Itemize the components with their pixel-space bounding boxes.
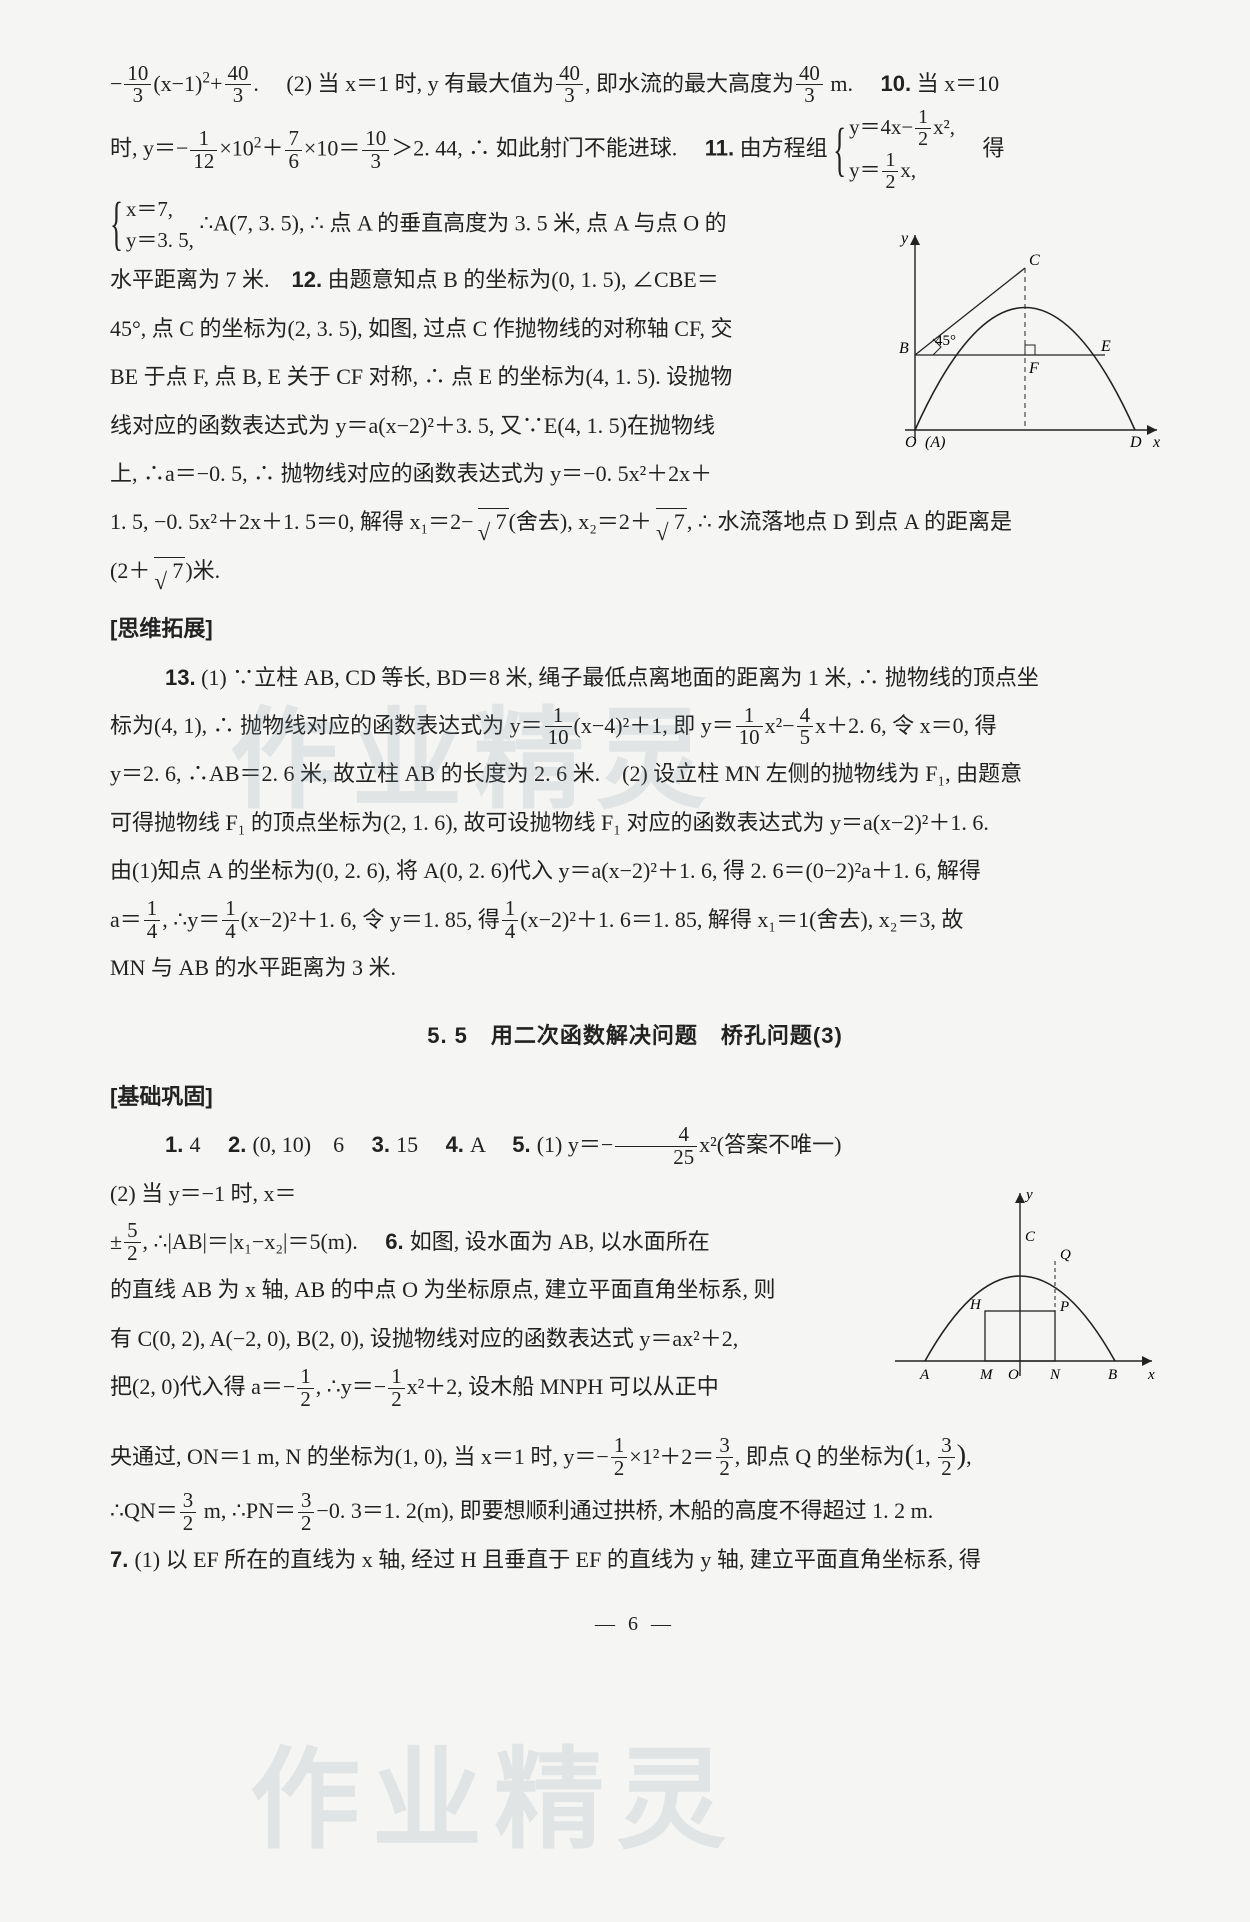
bt-line2: ±52, ∴|AB|＝|x₁−x₂|＝5(m). 6. 如图, 设水面为 AB,… bbox=[110, 1218, 870, 1266]
svg-text:H: H bbox=[969, 1297, 982, 1313]
figure-1-wrap: O (A) D x y B E C F 45° bbox=[875, 225, 1165, 492]
line-top-2: 时, y＝−112×102＋76×10＝103＞2. 44, ∴ 如此射门不能进… bbox=[110, 108, 1160, 193]
svg-text:x: x bbox=[1152, 434, 1160, 451]
q13-line6: a＝14, ∴y＝14(x−2)²＋1. 6, 令 y＝1. 85, 得14(x… bbox=[110, 896, 1160, 944]
system-1: y＝4x−12x², y＝12x, bbox=[833, 108, 955, 193]
svg-text:y: y bbox=[899, 230, 909, 247]
bt-p6d: 把(2, 0)代入得 a＝−12, ∴y＝−12x²＋2, 设木船 MNPH 可… bbox=[110, 1363, 870, 1411]
q13-line5: 由(1)知点 A 的坐标为(0, 2. 6), 将 A(0, 2. 6)代入 y… bbox=[110, 847, 1160, 895]
figure-1: O (A) D x y B E C F 45° bbox=[875, 225, 1165, 475]
svg-text:(A): (A) bbox=[925, 434, 945, 451]
svg-text:B: B bbox=[1108, 1367, 1117, 1383]
q13-line3: y＝2. 6, ∴AB＝2. 6 米, 故立柱 AB 的长度为 2. 6 米. … bbox=[110, 750, 1160, 798]
p12ij: (2＋7)米. bbox=[110, 547, 1160, 595]
line-top-3b: 水平距离为 7 米. 12. 由题意知点 B 的坐标为(0, 1. 5), ∠C… bbox=[110, 256, 830, 304]
svg-text:C: C bbox=[1025, 1229, 1036, 1245]
p12fgh: 1. 5, −0. 5x²＋2x＋1. 5＝0, 解得 x₁＝2−7(舍去), … bbox=[110, 498, 1160, 546]
bt-line1: 1. 4 2. (0, 10) 6 3. 15 4. A 5. (1) y＝−4… bbox=[110, 1121, 870, 1218]
jichu-heading: [基础巩固] bbox=[110, 1073, 1160, 1121]
figure-2-wrap: x y A B C M O N H P Q bbox=[880, 1181, 1160, 1418]
svg-text:A: A bbox=[919, 1367, 930, 1383]
q13-line2: 标为(4, 1), ∴ 抛物线对应的函数表达式为 y＝110(x−4)²＋1, … bbox=[110, 702, 1160, 750]
page: 作业精灵 作业精灵 O (A) D x y bbox=[0, 0, 1250, 1846]
svg-text:O: O bbox=[905, 434, 917, 451]
bt-q7: 7. (1) 以 EF 所在的直线为 x 轴, 经过 H 且垂直于 EF 的直线… bbox=[110, 1536, 1160, 1584]
line-top-1: −103(x−1)2+403. (2) 当 x＝1 时, y 有最大值为403,… bbox=[110, 60, 1160, 108]
svg-text:B: B bbox=[899, 340, 909, 357]
bt-p6g: 央通过, ON＝1 m, N 的坐标为(1, 0), 当 x＝1 时, y＝−1… bbox=[110, 1425, 1160, 1488]
svg-text:x: x bbox=[1147, 1367, 1155, 1383]
p12e: 上, ∴a＝−0. 5, ∴ 抛物线对应的函数表达式为 y＝−0. 5x²＋2x… bbox=[110, 450, 830, 498]
figure-2: x y A B C M O N H P Q bbox=[880, 1181, 1160, 1401]
bt-p6b: 的直线 AB 为 x 轴, AB 的中点 O 为坐标原点, 建立平面直角坐标系,… bbox=[110, 1266, 870, 1314]
svg-text:N: N bbox=[1049, 1367, 1061, 1383]
system-2: x＝7, y＝3. 5, bbox=[110, 194, 194, 257]
q13-line4: 可得抛物线 F₁ 的顶点坐标为(2, 1. 6), 故可设抛物线 F₁ 对应的函… bbox=[110, 799, 1160, 847]
p12b: 45°, 点 C 的坐标为(2, 3. 5), 如图, 过点 C 作抛物线的对称… bbox=[110, 305, 830, 353]
q13-line1: 13. (1) ∵立柱 AB, CD 等长, BD＝8 米, 绳子最低点离地面的… bbox=[110, 654, 1160, 702]
section-5-5-heading: 5. 5 用二次函数解决问题 桥孔问题(3) bbox=[110, 1012, 1160, 1060]
svg-text:C: C bbox=[1029, 252, 1040, 269]
q13-line7: MN 与 AB 的水平距离为 3 米. bbox=[110, 944, 1160, 992]
svg-text:O: O bbox=[1008, 1367, 1019, 1383]
svg-text:y: y bbox=[1024, 1187, 1033, 1203]
svg-text:D: D bbox=[1129, 434, 1142, 451]
svg-text:P: P bbox=[1059, 1299, 1069, 1315]
svg-text:F: F bbox=[1028, 360, 1039, 377]
bt-p6c: 有 C(0, 2), A(−2, 0), B(2, 0), 设抛物线对应的函数表… bbox=[110, 1315, 870, 1363]
svg-text:E: E bbox=[1100, 338, 1111, 355]
line-top-3: x＝7, y＝3. 5, ∴A(7, 3. 5), ∴ 点 A 的垂直高度为 3… bbox=[110, 194, 830, 257]
svg-text:Q: Q bbox=[1060, 1247, 1071, 1263]
p12c: BE 于点 F, 点 B, E 关于 CF 对称, ∴ 点 E 的坐标为(4, … bbox=[110, 353, 830, 401]
page-number: — 6 — bbox=[110, 1602, 1160, 1646]
svg-text:45°: 45° bbox=[935, 333, 956, 349]
bt-p6l: ∴QN＝32 m, ∴PN＝32−0. 3＝1. 2(m), 即要想顺利通过拱桥… bbox=[110, 1487, 1160, 1535]
svg-text:M: M bbox=[979, 1367, 994, 1383]
watermark-2: 作业精灵 bbox=[250, 1680, 738, 1922]
siwei-heading: [思维拓展] bbox=[110, 605, 1160, 653]
p12d: 线对应的函数表达式为 y＝a(x−2)²＋3. 5, 又∵E(4, 1. 5)在… bbox=[110, 402, 830, 450]
